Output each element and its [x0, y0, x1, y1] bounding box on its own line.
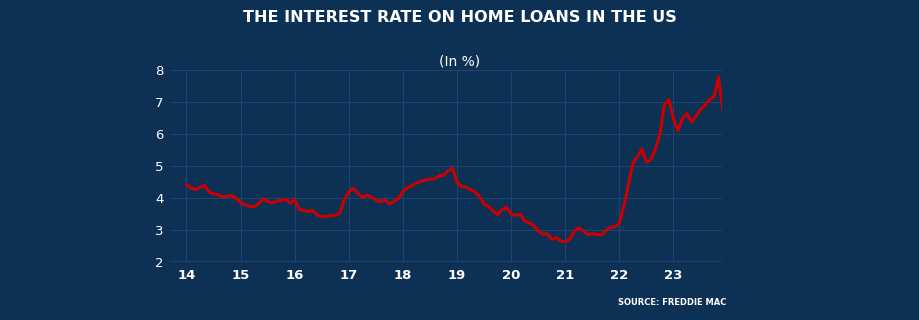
Text: (In %): (In %): [439, 54, 480, 68]
Text: SOURCE: FREDDIE MAC: SOURCE: FREDDIE MAC: [618, 298, 726, 307]
Text: THE INTEREST RATE ON HOME LOANS IN THE US: THE INTEREST RATE ON HOME LOANS IN THE U…: [243, 10, 676, 25]
